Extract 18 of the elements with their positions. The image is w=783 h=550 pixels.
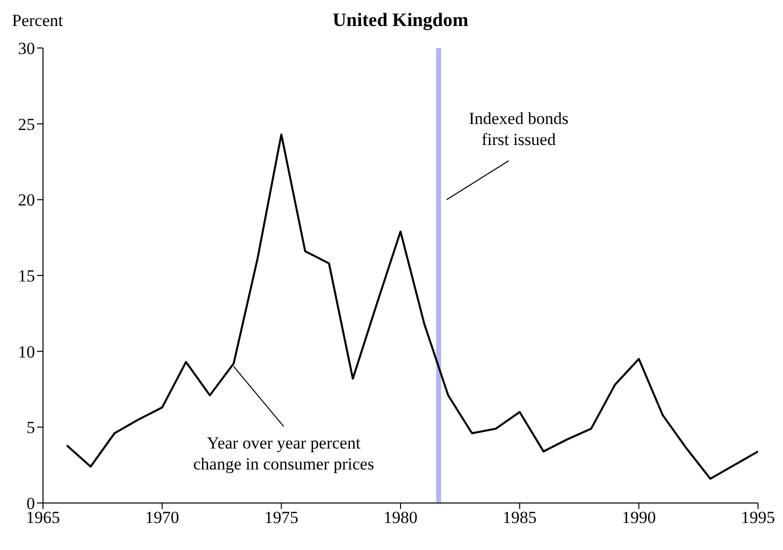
y-axis-title: Percent (12, 11, 64, 30)
x-tick-label: 1990 (622, 508, 656, 528)
y-tick-label: 30 (18, 39, 35, 58)
y-tick-label: 15 (18, 266, 35, 286)
x-tick-label: 1970 (145, 508, 180, 528)
line-series (66, 133, 758, 480)
x-tick-label: 1985 (502, 508, 537, 528)
ref-line-label: Indexed bonds first issued (468, 108, 568, 149)
x-tick-label: 1975 (264, 508, 298, 528)
y-tick-label: 20 (18, 190, 35, 210)
x-tick-label: 1980 (384, 508, 418, 528)
chart-title: United Kingdom (332, 10, 468, 31)
x-tick-label: 1965 (26, 508, 60, 528)
y-tick-label: 25 (18, 114, 35, 134)
annotation: Year over year percent change in consumer prices (193, 433, 374, 474)
y-tick-label: 10 (18, 342, 35, 362)
x-tick-label: 1995 (741, 508, 775, 528)
y-tick-label: 5 (26, 418, 35, 438)
